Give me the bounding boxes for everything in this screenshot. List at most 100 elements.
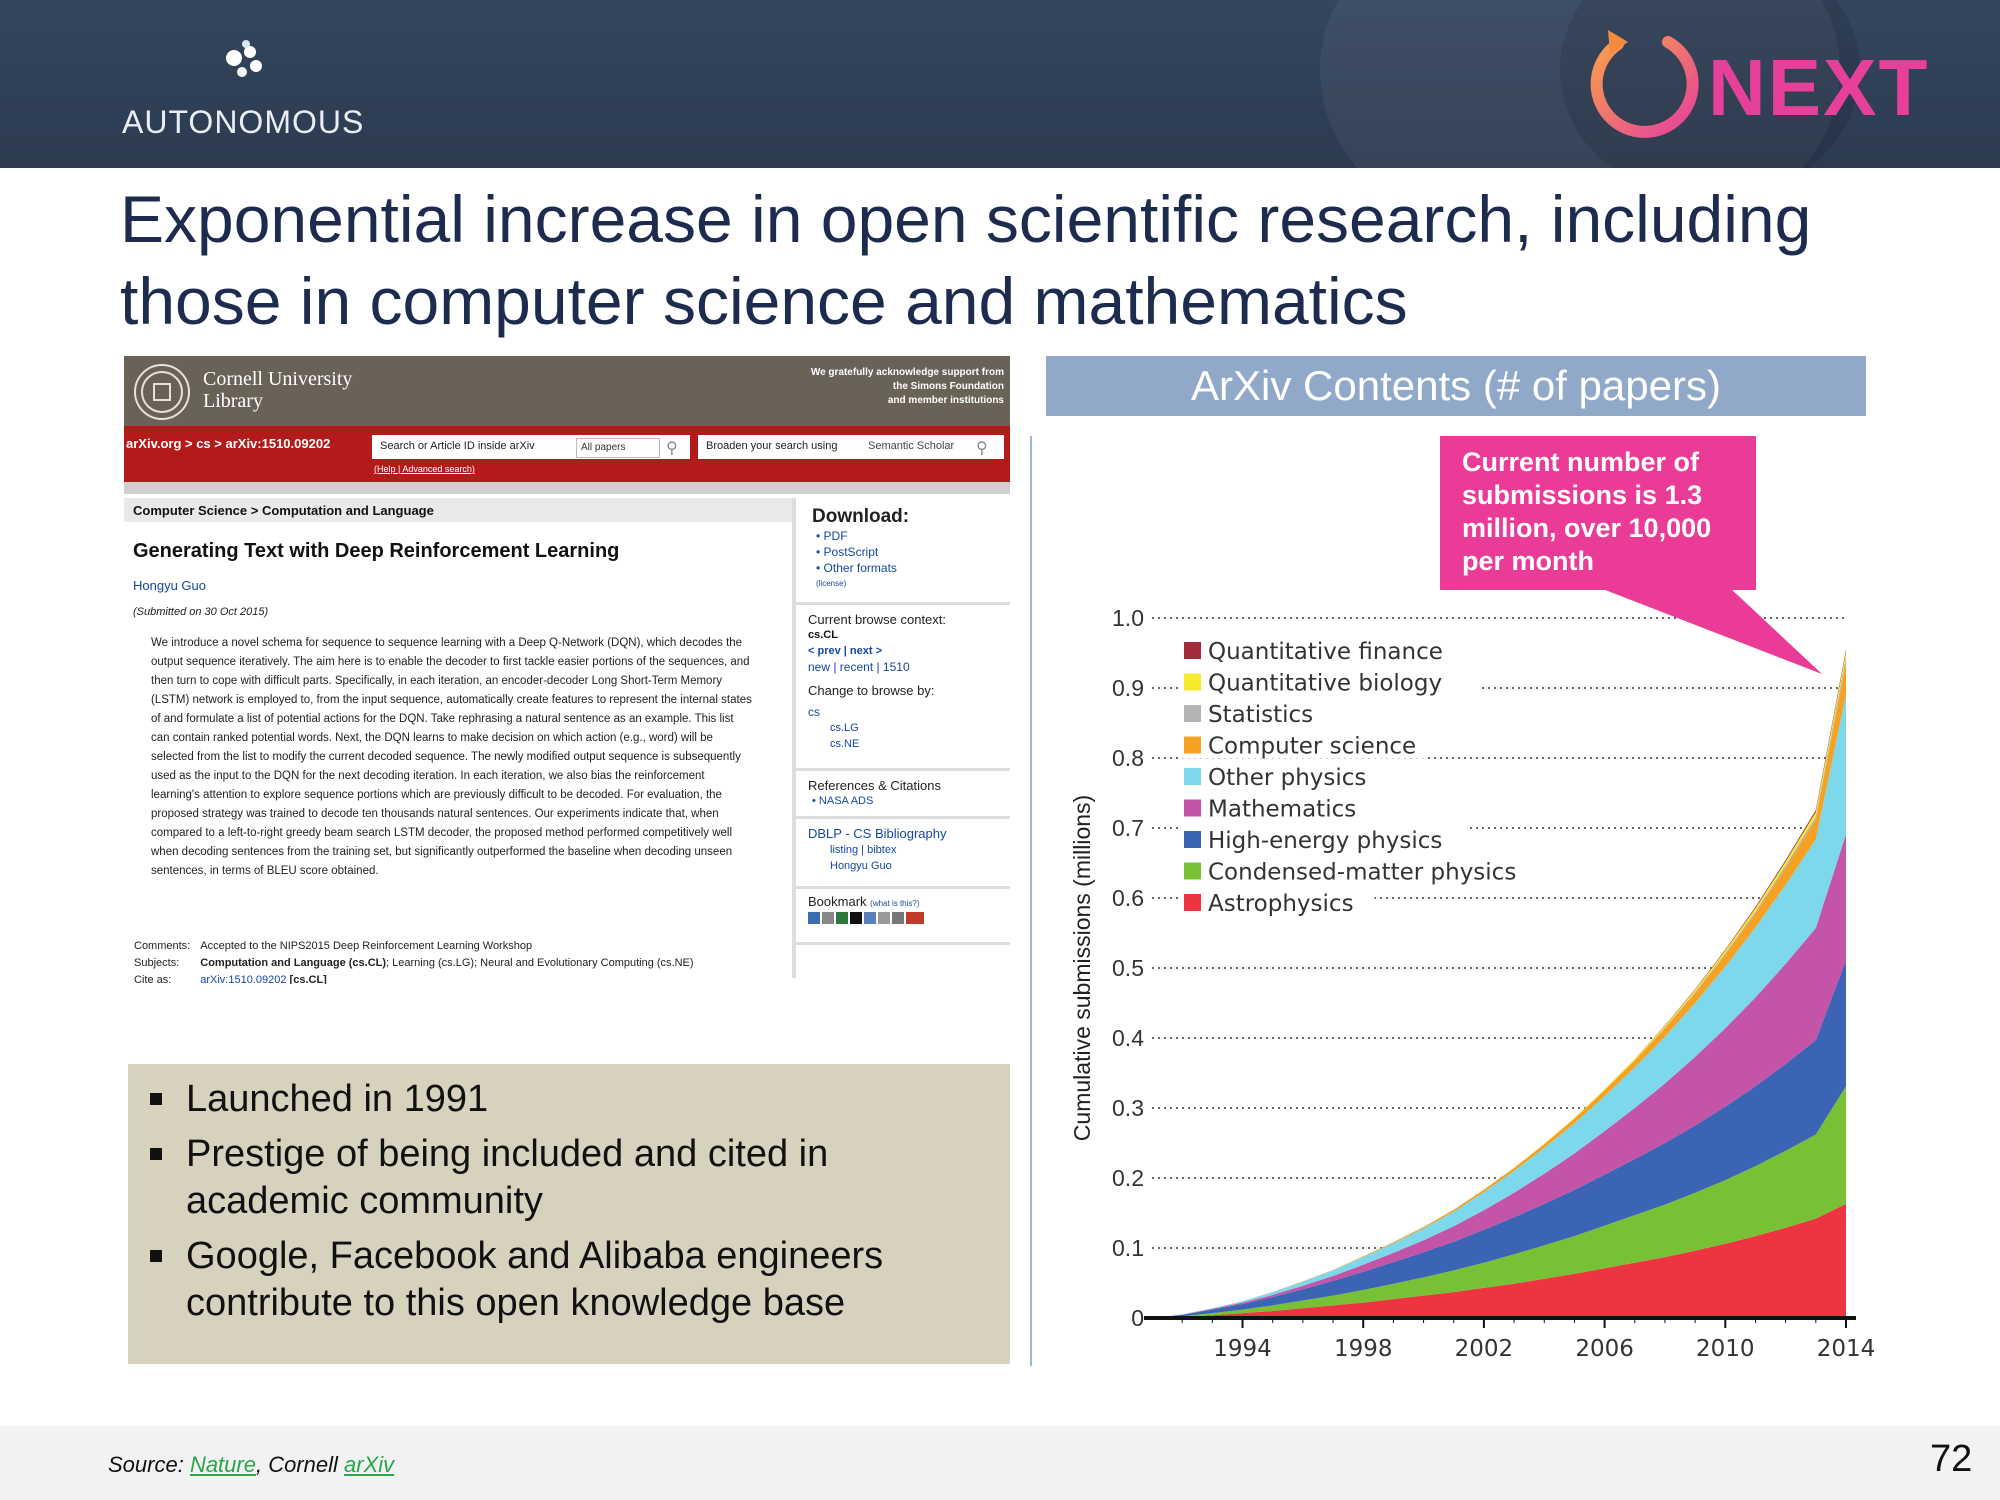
area-astrophysics bbox=[1152, 1203, 1846, 1318]
legend-item-background bbox=[1180, 762, 1388, 790]
nasa-ads-link[interactable]: • NASA ADS bbox=[812, 795, 874, 807]
slide-title-line1: Exponential increase in open scientific … bbox=[120, 182, 1812, 256]
meta-subjects: Computation and Language (cs.CL); Learni… bbox=[200, 955, 703, 972]
dblp-listing-links[interactable]: listing | bibtex bbox=[830, 844, 897, 856]
x-tick-label: 2006 bbox=[1575, 1336, 1634, 1362]
legend-swatch bbox=[1184, 736, 1201, 754]
x-tick-label: 2002 bbox=[1455, 1336, 1514, 1362]
download-other-link[interactable]: • Other formats bbox=[816, 561, 897, 575]
bookmark-bibsonomy-icon[interactable] bbox=[808, 912, 820, 924]
bookmark-what-link[interactable]: (what is this?) bbox=[870, 899, 920, 908]
prev-next-links[interactable]: < prev | next > bbox=[808, 645, 883, 657]
arxiv-stacked-area-chart: 0 0.1 0.2 0.3 0.4 0.5 0.6 0.7 0.8 0.9 1.0 1994 1998 2… bbox=[1069, 605, 1875, 1362]
dblp-section: DBLP - CS Bibliography listing | bibtex … bbox=[796, 820, 1010, 889]
search-scope-select[interactable]: All papers bbox=[576, 438, 660, 458]
y-axis-label: Cumulative submissions (millions) bbox=[1069, 795, 1095, 1141]
scrollbar[interactable] bbox=[124, 482, 1010, 494]
cornell-seal-icon bbox=[134, 364, 190, 420]
ack-line: and member institutions bbox=[887, 395, 1004, 406]
browse-title: Current browse context: bbox=[808, 612, 947, 627]
legend-swatch bbox=[1184, 673, 1201, 691]
legend-item-background bbox=[1180, 699, 1348, 727]
meta-comments: Accepted to the NIPS2015 Deep Reinforcem… bbox=[200, 940, 533, 952]
y-tick-label: 0.9 bbox=[1112, 675, 1144, 701]
legend-label: Computer science bbox=[1208, 734, 1416, 760]
cite-category: [cs.CL] bbox=[286, 974, 327, 984]
legend-swatch bbox=[1184, 642, 1201, 659]
bullet-icon bbox=[150, 1250, 162, 1262]
browse-cs-lg-link[interactable]: cs.LG bbox=[830, 722, 859, 734]
bookmark-delicious-icon[interactable] bbox=[850, 912, 862, 924]
download-pdf-link[interactable]: • PDF bbox=[816, 529, 848, 543]
search-icon[interactable]: ⚲ bbox=[976, 440, 988, 457]
bookmark-digg-icon[interactable] bbox=[864, 912, 876, 924]
bullet-text: Prestige of being included and cited in … bbox=[186, 1133, 829, 1222]
area-mathematics bbox=[1152, 834, 1846, 1318]
chart-legend: Quantitative finance Quantitative biology… bbox=[1180, 636, 1533, 917]
dblp-title[interactable]: DBLP - CS Bibliography bbox=[808, 826, 947, 841]
y-tick-label: 0 bbox=[1131, 1305, 1144, 1331]
x-tick-label: 1994 bbox=[1213, 1336, 1272, 1362]
y-tick-label: 0.2 bbox=[1112, 1165, 1144, 1191]
bookmark-reddit-icon[interactable] bbox=[878, 912, 890, 924]
highlights-list: Launched in 1991 Prestige of being inclu… bbox=[150, 1076, 990, 1335]
paper-author-link[interactable]: Hongyu Guo bbox=[133, 578, 206, 593]
arxiv-breadcrumb[interactable]: arXiv.org > cs > arXiv:1510.09202 bbox=[126, 436, 331, 451]
bullet-icon bbox=[150, 1093, 162, 1105]
legend-item-background bbox=[1180, 793, 1362, 822]
paper-title: Generating Text with Deep Reinforcement … bbox=[133, 540, 620, 562]
download-section: Download: • PDF • PostScript • Other for… bbox=[796, 498, 1010, 605]
help-advanced-links[interactable]: (Help | Advanced search) bbox=[374, 464, 475, 474]
bookmark-icons bbox=[796, 911, 1010, 929]
ack-line: We gratefully acknowledge support from bbox=[810, 367, 1004, 378]
y-tick-label: 0.7 bbox=[1112, 815, 1144, 841]
browse-cs-link[interactable]: cs bbox=[808, 705, 820, 719]
legend-label: Astrophysics bbox=[1208, 891, 1354, 917]
dblp-author-link[interactable]: Hongyu Guo bbox=[830, 860, 892, 872]
meta-label: Cite as: bbox=[134, 974, 172, 984]
callout-pointer bbox=[1600, 588, 1822, 674]
cornell-university-text: Cornell University bbox=[203, 368, 353, 390]
meta-label: Comments: bbox=[134, 940, 191, 952]
legend-label: High-energy physics bbox=[1208, 828, 1442, 854]
header-swirl bbox=[1560, 0, 1860, 168]
cite-link[interactable]: arXiv:1510.09202 bbox=[200, 974, 287, 984]
search-icon[interactable]: ⚲ bbox=[666, 440, 678, 457]
submission-date: (Submitted on 30 Oct 2015) bbox=[133, 606, 269, 618]
legend-item-background bbox=[1180, 888, 1375, 916]
legend-item-background bbox=[1180, 825, 1467, 853]
y-tick-label: 0.5 bbox=[1112, 955, 1144, 981]
bullet-text: Launched in 1991 bbox=[186, 1078, 489, 1120]
ack-line: the Simons Foundation bbox=[892, 381, 1004, 392]
download-title: Download: bbox=[812, 506, 910, 527]
y-tick-label: 0.4 bbox=[1112, 1025, 1144, 1051]
arxiv-search-placeholder: Search or Article ID inside arXiv bbox=[380, 440, 535, 452]
legend-swatch bbox=[1184, 862, 1201, 880]
semantic-scholar-search[interactable] bbox=[698, 435, 1004, 459]
x-tick-label: 2010 bbox=[1696, 1336, 1755, 1362]
license-link[interactable]: (license) bbox=[816, 579, 847, 588]
new-recent-links[interactable]: new | recent | 1510 bbox=[808, 660, 910, 674]
bookmark-connotea-icon[interactable] bbox=[836, 912, 848, 924]
arxiv-screenshot: Cornell University Library We gratefully… bbox=[124, 356, 1010, 984]
area-other-physics bbox=[1152, 694, 1846, 1318]
source-link-nature[interactable]: Nature bbox=[189, 1452, 256, 1477]
header-swirl bbox=[1320, 0, 1840, 168]
browse-cs-ne-link[interactable]: cs.NE bbox=[830, 738, 860, 750]
bullet-item: Google, Facebook and Alibaba engineers c… bbox=[150, 1233, 990, 1327]
bookmark-section: Bookmark (what is this?) bbox=[796, 890, 1010, 945]
download-postscript-link[interactable]: • PostScript bbox=[816, 545, 879, 559]
bookmark-citeulike-icon[interactable] bbox=[822, 912, 834, 924]
chart-axes: 0 0.1 0.2 0.3 0.4 0.5 0.6 0.7 0.8 0.9 1.0 1994 1998 2… bbox=[1112, 605, 1875, 1362]
next-logo-icon bbox=[1590, 30, 1699, 138]
bookmark-mendeley-icon[interactable] bbox=[892, 912, 904, 924]
bullet-item: Prestige of being included and cited in … bbox=[150, 1131, 990, 1225]
area-high-energy-physics bbox=[1152, 960, 1846, 1318]
bookmark-science-wise-icon[interactable] bbox=[906, 912, 924, 924]
cornell-name[interactable]: Cornell University Library bbox=[203, 368, 403, 412]
acknowledgement-text: We gratefully acknowledge support from t… bbox=[744, 366, 1004, 408]
legend-item-background bbox=[1180, 856, 1533, 885]
source-link-arxiv[interactable]: arXiv bbox=[344, 1452, 395, 1477]
cornell-library-text: Library bbox=[203, 390, 263, 412]
subject-bar bbox=[124, 498, 792, 522]
